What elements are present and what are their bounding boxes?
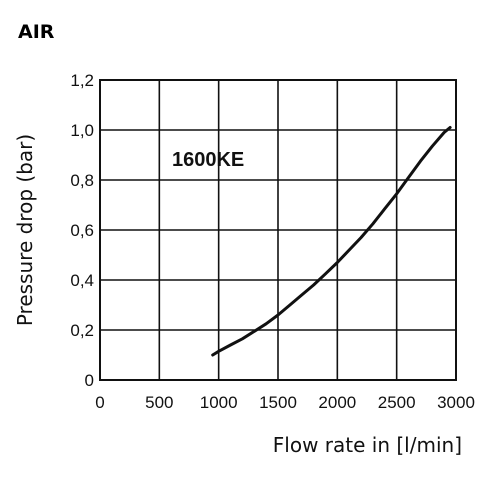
x-tick-label: 0: [95, 393, 104, 412]
y-tick-label: 0,4: [70, 271, 94, 290]
x-tick-labels: 0 500 1000 1500 2000 2500 3000: [95, 393, 475, 412]
chart-title: AIR: [18, 21, 55, 43]
x-tick-label: 500: [145, 393, 173, 412]
y-tick-label: 1,2: [70, 71, 94, 90]
y-tick-label: 0,2: [70, 321, 94, 340]
y-tick-label: 1,0: [70, 121, 94, 140]
x-tick-label: 2500: [378, 393, 416, 412]
grid: [100, 80, 456, 380]
series-label: 1600KE: [172, 149, 244, 171]
y-tick-label: 0,8: [70, 171, 94, 190]
plot-frame: [99, 79, 457, 381]
x-tick-label: 2000: [318, 393, 356, 412]
y-tick-labels: 0 0,2 0,4 0,6 0,8 1,0 1,2: [70, 71, 94, 390]
x-tick-label: 3000: [437, 393, 475, 412]
x-tick-label: 1500: [259, 393, 297, 412]
series-line-1600ke: [211, 126, 452, 357]
y-axis-title: Pressure drop (bar): [13, 134, 37, 326]
x-tick-label: 1000: [200, 393, 238, 412]
x-axis-title: Flow rate in [l/min]: [273, 433, 462, 457]
y-tick-label: 0,6: [70, 221, 94, 240]
y-tick-label: 0: [85, 371, 94, 390]
